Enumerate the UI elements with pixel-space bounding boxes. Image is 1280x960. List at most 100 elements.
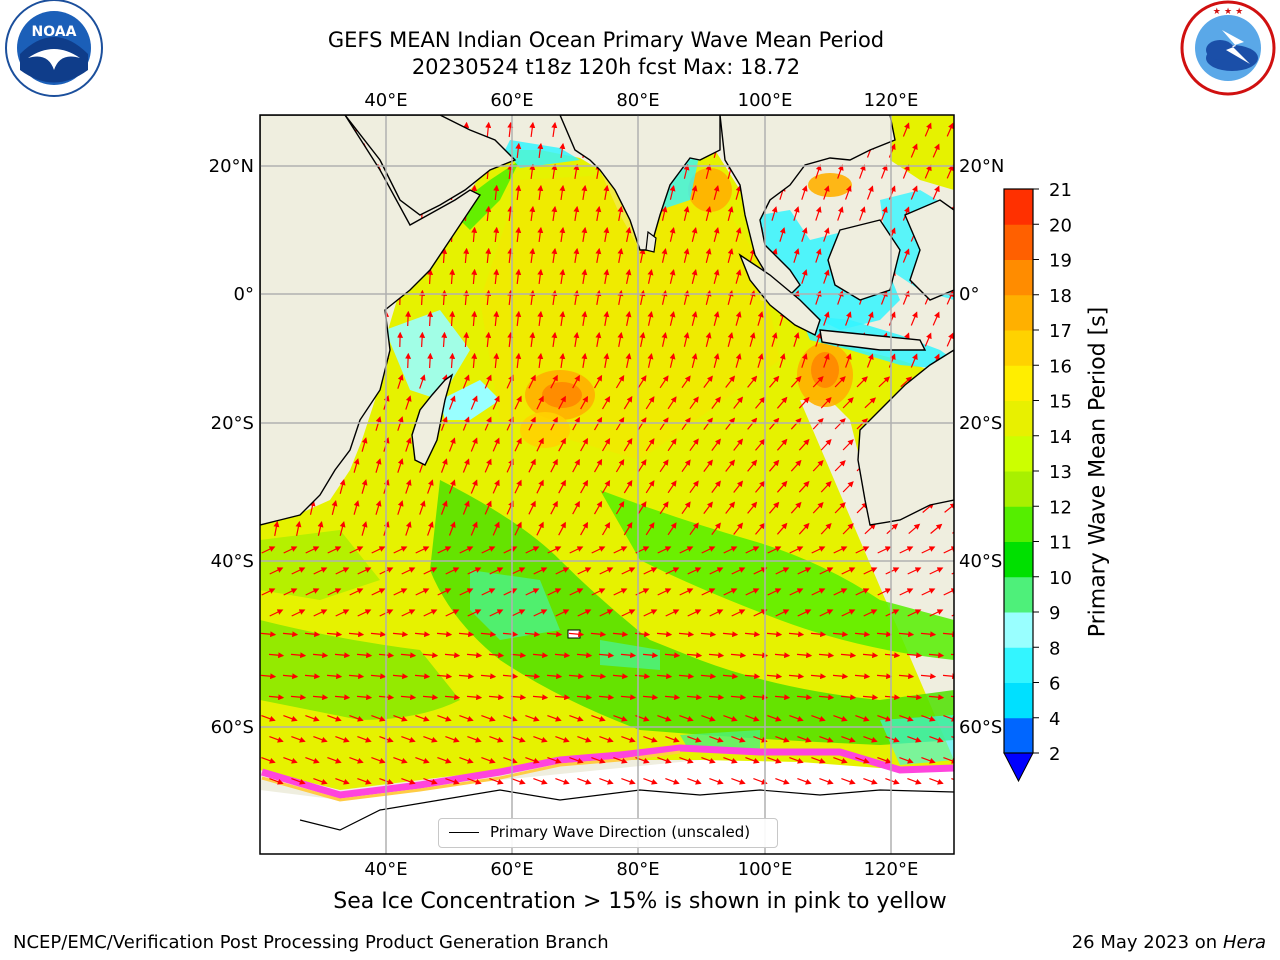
- wave-arrow: [283, 546, 298, 554]
- wave-arrow: [855, 546, 870, 554]
- wave-arrow: [789, 715, 804, 722]
- wave-arrow: [269, 567, 284, 575]
- wave-arrow: [645, 396, 655, 410]
- colorbar-segment: [1004, 612, 1033, 648]
- wave-arrow: [353, 458, 360, 473]
- wave-arrow: [550, 458, 558, 473]
- wave-arrow: [621, 778, 636, 785]
- wave-arrow: [701, 757, 716, 764]
- wave-arrow: [514, 437, 522, 452]
- wave-arrow: [776, 522, 788, 535]
- wave-arrow: [444, 652, 461, 659]
- wave-arrow: [488, 652, 505, 659]
- wave-arrow: [401, 736, 416, 743]
- wave-arrow: [834, 418, 846, 430]
- wave-arrow: [493, 268, 500, 285]
- wave-arrow: [832, 631, 849, 638]
- wave-arrow: [283, 757, 298, 764]
- wave-arrow: [581, 352, 588, 368]
- wave-arrow: [621, 567, 636, 575]
- wave-arrow: [657, 588, 672, 596]
- wave-arrow: [815, 332, 822, 347]
- wave-arrow: [305, 757, 320, 764]
- wave-arrow: [554, 652, 571, 659]
- wave-arrow: [533, 609, 548, 617]
- wave-arrow: [623, 437, 633, 452]
- wave-arrow: [466, 694, 483, 701]
- wave-arrow: [819, 736, 834, 743]
- wave-arrow: [507, 163, 514, 180]
- wave-arrow: [820, 481, 832, 493]
- wave-arrow: [471, 352, 478, 369]
- wave-arrow: [928, 652, 945, 659]
- wave-arrow: [572, 458, 580, 473]
- wave-arrow: [551, 163, 558, 179]
- wave-arrow: [703, 459, 713, 472]
- wave-arrow: [546, 631, 563, 638]
- colorbar: 2 4 6 8 9 10 11 12 13 14 15 16 17 18 19 20 21: [1003, 180, 1072, 783]
- wave-arrow: [855, 757, 870, 764]
- wave-arrow: [370, 673, 387, 680]
- wave-arrow: [529, 247, 536, 263]
- wave-arrow: [929, 567, 944, 575]
- wave-arrow: [711, 480, 721, 493]
- wave-arrow: [422, 652, 439, 659]
- wave-arrow: [730, 652, 747, 659]
- lat-tick: 20°S: [959, 413, 1002, 434]
- footer-date-text: 26 May 2023 on: [1071, 932, 1218, 953]
- wave-arrow: [722, 673, 739, 680]
- wave-arrow: [260, 673, 277, 680]
- wave-arrow: [405, 437, 412, 452]
- lon-tick: 40°E: [364, 90, 407, 111]
- java-borneo: [819, 199, 954, 351]
- wave-arrow: [775, 736, 790, 743]
- wave-arrow: [885, 778, 900, 785]
- footer-machine: Hera: [1222, 932, 1266, 953]
- wave-arrow: [924, 122, 932, 137]
- wave-arrow: [349, 546, 364, 554]
- wave-arrow: [643, 736, 658, 743]
- wave-arrow: [661, 332, 668, 347]
- wave-arrow: [647, 311, 654, 326]
- wave-arrow: [902, 122, 910, 137]
- wave-arrow: [902, 164, 910, 179]
- wave-arrow: [327, 546, 342, 554]
- wave-arrow: [686, 694, 703, 701]
- wave-arrow: [687, 609, 702, 617]
- wave-arrow: [725, 459, 736, 472]
- wave-arrow: [559, 310, 566, 326]
- wave-arrow: [295, 520, 302, 537]
- wave-arrow: [842, 397, 854, 409]
- wave-arrow: [503, 715, 518, 722]
- wave-arrow: [261, 588, 276, 596]
- wave-arrow: [625, 352, 632, 369]
- wave-arrow: [427, 479, 434, 494]
- colorbar-segment: [1004, 294, 1033, 331]
- wave-arrow: [598, 652, 615, 659]
- wave-arrow: [798, 396, 810, 409]
- wave-arrow: [854, 673, 871, 680]
- wave-arrow: [393, 757, 408, 764]
- wave-arrow: [767, 757, 782, 764]
- wave-arrow: [681, 417, 691, 431]
- wave-arrow: [361, 437, 368, 452]
- wave-arrow: [749, 332, 756, 347]
- wave-arrow: [797, 567, 812, 575]
- wave-arrow: [946, 122, 954, 137]
- wave-arrow: [753, 567, 768, 575]
- colorbar-segment: [1004, 259, 1033, 296]
- colorbar-segment: [1004, 576, 1033, 613]
- wave-arrow: [419, 331, 426, 348]
- wave-arrow: [502, 673, 519, 680]
- wave-arrow: [637, 459, 647, 473]
- wave-arrow: [642, 652, 659, 659]
- wave-arrow: [458, 673, 475, 680]
- chart-subtitle: 20230524 t18z 120h fcst Max: 18.72: [411, 55, 801, 79]
- wave-arrow: [713, 269, 720, 284]
- nws-logo: ★ ★ ★: [1180, 0, 1276, 96]
- wave-arrow: [767, 588, 782, 596]
- wave-arrow: [845, 185, 852, 200]
- wave-arrow: [449, 268, 456, 285]
- wave-arrow: [533, 567, 548, 575]
- wave-arrow: [767, 715, 782, 722]
